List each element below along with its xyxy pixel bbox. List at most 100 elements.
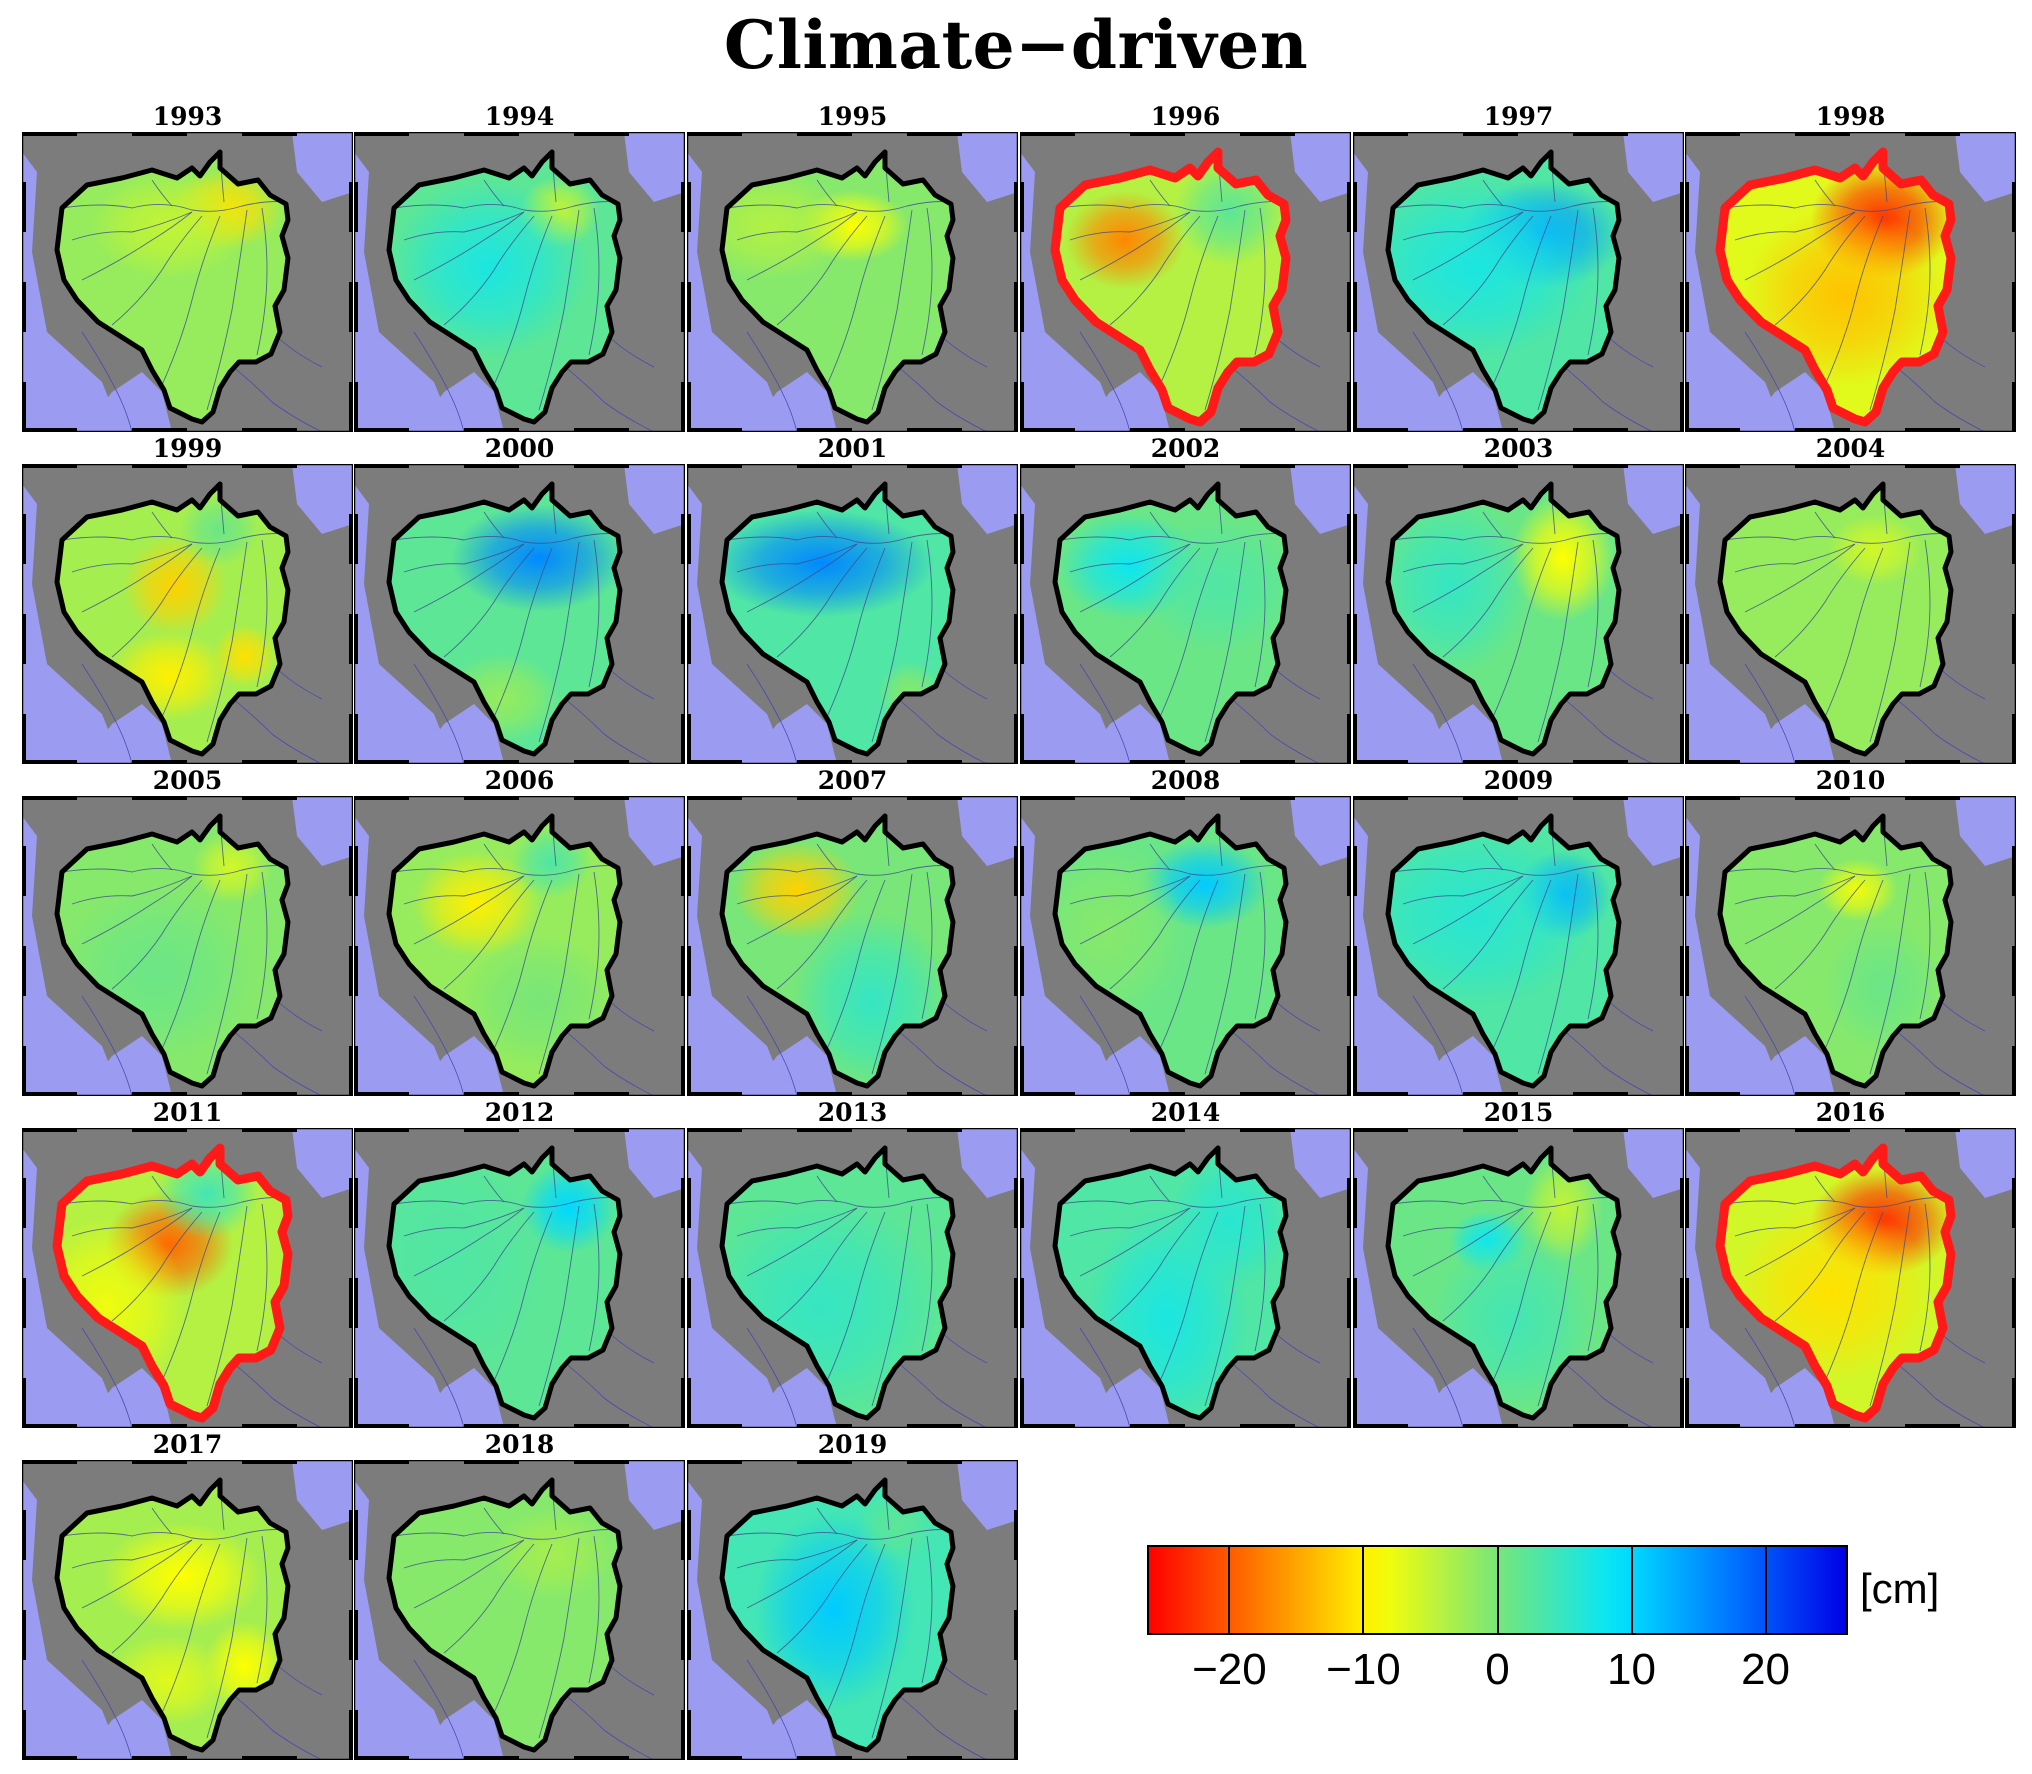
river [746,543,858,613]
river-outside-basin [81,331,133,433]
basin-map [1684,795,2017,1097]
ocean-west [354,816,454,1096]
river [151,511,173,539]
river [776,547,868,658]
river-outside-basin [891,693,988,765]
river-outside-basin [81,1659,133,1761]
river [1587,207,1599,356]
river [413,543,525,613]
ocean-west [1353,1148,1453,1428]
panel-year-label: 2015 [1483,1098,1554,1127]
panel-year-label: 1998 [1815,102,1886,131]
river [1109,215,1201,326]
river [1482,179,1504,207]
ocean-west [1020,484,1120,764]
river [1734,1207,1856,1237]
map-panel-2009: 2009 [1352,766,1685,1097]
river [61,201,288,212]
colorbar-tick-label: −10 [1326,1645,1401,1694]
river [1079,543,1191,613]
river [1869,209,1911,411]
river-outside-basin [746,1327,798,1429]
map-panel-1995: 1995 [686,102,1019,433]
river [1587,539,1599,688]
river [1724,865,1951,876]
river [1744,211,1856,281]
river [921,539,933,688]
river [483,1507,505,1535]
panel-year-label: 2006 [484,766,555,795]
basin-outline [1052,1145,1289,1421]
river-outside-basin [558,1357,655,1429]
river [736,543,858,573]
river [921,1203,933,1352]
ocean-northeast [292,796,353,866]
colorbar-tick [1362,1547,1365,1633]
basin-outline [386,149,623,425]
river [588,871,600,1020]
river [413,211,525,281]
map-panel-2006: 2006 [353,766,686,1097]
anomaly-field [1817,858,1898,922]
river [1442,1211,1534,1322]
river [871,209,913,411]
river-outside-basin [81,995,133,1097]
river [61,1197,288,1208]
river [1069,875,1191,905]
river [493,879,553,1050]
river [403,211,525,241]
basin-map [686,131,1019,433]
river [1402,1207,1524,1237]
ocean-northeast [1955,796,2016,866]
panel-year-label: 2005 [152,766,223,795]
river-outside-basin [558,361,655,433]
ocean-northeast [1623,132,1684,202]
ocean-west [1353,152,1453,432]
river [493,1543,553,1714]
river [1442,215,1534,326]
colorbar-tick-label: 0 [1485,1645,1510,1694]
river [413,1539,525,1609]
anomaly-field [1065,190,1185,290]
anomaly-field [192,831,272,904]
river [1059,865,1286,876]
ocean-northeast [1623,464,1684,534]
map-panel-2001: 2001 [686,434,1019,765]
river [111,1211,203,1322]
anomaly-field [1137,518,1286,654]
river [161,215,221,386]
panel-year-label: 2019 [817,1430,888,1459]
river [776,1211,868,1322]
panel-year-label: 1999 [152,434,223,463]
river [1492,547,1552,718]
river [871,1537,913,1739]
map-panel-2012: 2012 [353,1098,686,1429]
river [871,1205,913,1407]
river [71,1207,193,1237]
map-panel-1998: 1998 [1684,102,2017,433]
map-panel-2003: 2003 [1352,434,1685,765]
river [206,1205,248,1407]
map-panel-2013: 2013 [686,1098,1019,1429]
colorbar-unit: [cm] [1860,1565,1940,1612]
basin-outline [386,1145,623,1421]
river [1159,1211,1219,1382]
river [921,207,933,356]
basin-outline [386,813,623,1089]
map-panel-2015: 2015 [1352,1098,1685,1429]
river-outside-basin [1079,995,1131,1097]
river [206,1537,248,1739]
river-outside-basin [891,1689,988,1761]
anomaly-field [89,172,250,280]
river [1482,511,1504,539]
river [71,875,193,905]
colorbar-tick [1496,1547,1499,1633]
river [1492,215,1552,386]
river [393,1197,620,1208]
river [1744,1207,1856,1277]
map-panel-1997: 1997 [1352,102,1685,433]
river [81,875,193,945]
river [1109,1211,1201,1322]
anomaly-field [754,1511,915,1709]
river-outside-basin [1412,995,1464,1097]
